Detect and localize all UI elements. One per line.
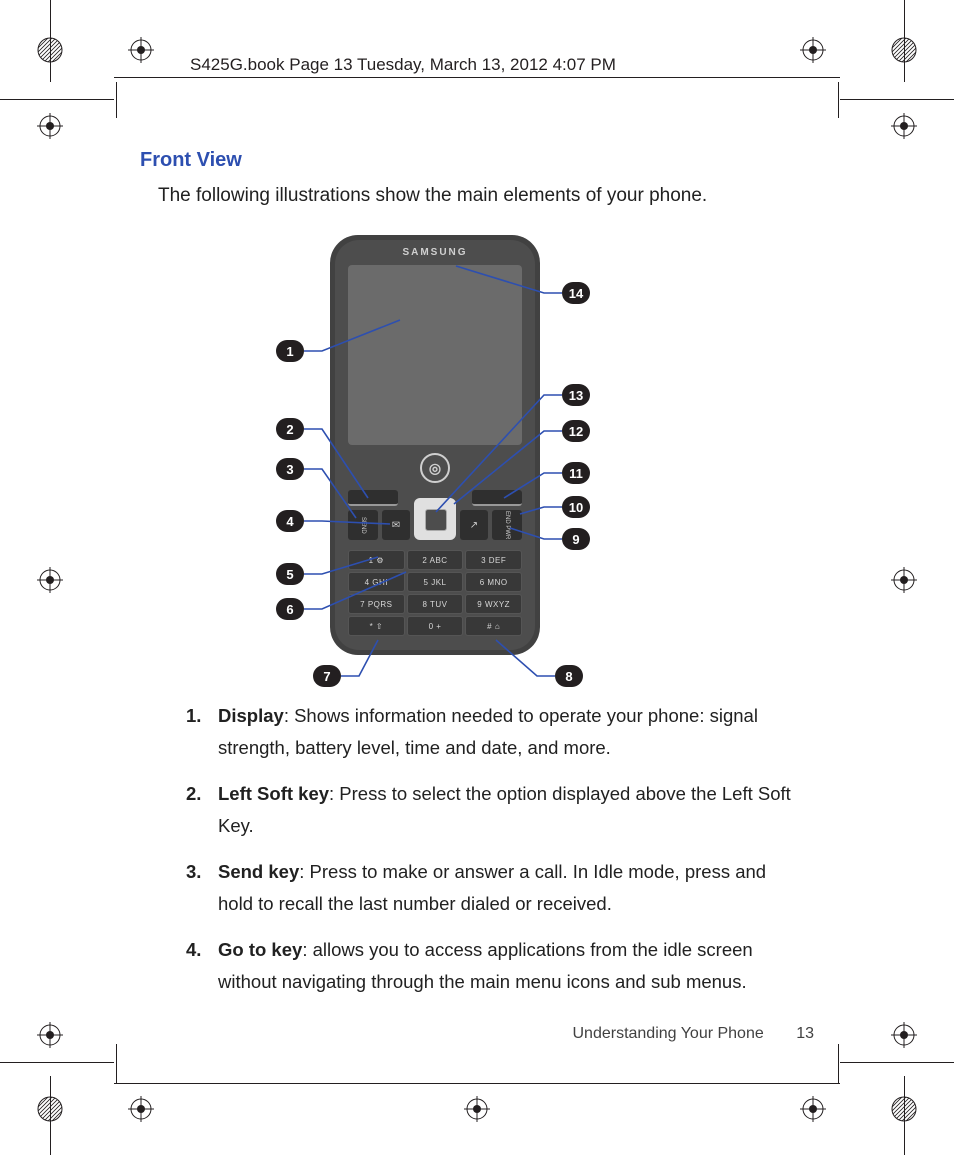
crop-hline [0,1062,114,1063]
definition-term: Go to key [218,939,302,960]
callout-bubble-11: 11 [562,462,590,484]
registration-mark-icon [800,1096,826,1122]
page: S425G.book Page 13 Tuesday, March 13, 20… [0,0,954,1155]
footer-page-number: 13 [796,1025,814,1042]
definition-list: 1.Display: Shows information needed to o… [186,700,806,1012]
callout-bubble-12: 12 [562,420,590,442]
definition-term: Left Soft key [218,783,329,804]
callout-bubble-7: 7 [313,665,341,687]
definition-term: Send key [218,861,299,882]
crop-hline [840,1062,954,1063]
callout-bubble-9: 9 [562,528,590,550]
callout-bubble-14: 14 [562,282,590,304]
page-footer: Understanding Your Phone 13 [0,1025,954,1043]
definition-body: : Press to make or answer a call. In Idl… [218,861,766,914]
definition-text: Send key: Press to make or answer a call… [218,856,806,920]
definition-text: Left Soft key: Press to select the optio… [218,778,806,842]
registration-mark-icon [128,1096,154,1122]
footer-section: Understanding Your Phone [572,1025,763,1042]
callout-bubble-5: 5 [276,563,304,585]
registration-mark-icon [464,1096,490,1122]
hatched-corner-icon [891,1096,917,1122]
callout-bubble-6: 6 [276,598,304,620]
hatched-corner-icon [37,1096,63,1122]
definition-body: : Shows information needed to operate yo… [218,705,758,758]
crop-vline [838,1044,839,1084]
crop-hline [114,1083,840,1084]
definition-text: Go to key: allows you to access applicat… [218,934,806,998]
definition-number: 3. [186,856,218,920]
leader-lines [0,0,954,700]
definition-term: Display [218,705,284,726]
definition-item: 3.Send key: Press to make or answer a ca… [186,856,806,920]
definition-item: 2.Left Soft key: Press to select the opt… [186,778,806,842]
definition-number: 1. [186,700,218,764]
crop-vline [116,1044,117,1084]
definition-number: 4. [186,934,218,998]
definition-text: Display: Shows information needed to ope… [218,700,806,764]
definition-item: 1.Display: Shows information needed to o… [186,700,806,764]
callout-bubble-8: 8 [555,665,583,687]
callout-bubble-3: 3 [276,458,304,480]
definition-number: 2. [186,778,218,842]
callout-bubble-1: 1 [276,340,304,362]
callout-bubble-13: 13 [562,384,590,406]
definition-item: 4.Go to key: allows you to access applic… [186,934,806,998]
callout-bubble-2: 2 [276,418,304,440]
callout-bubble-4: 4 [276,510,304,532]
callout-bubble-10: 10 [562,496,590,518]
